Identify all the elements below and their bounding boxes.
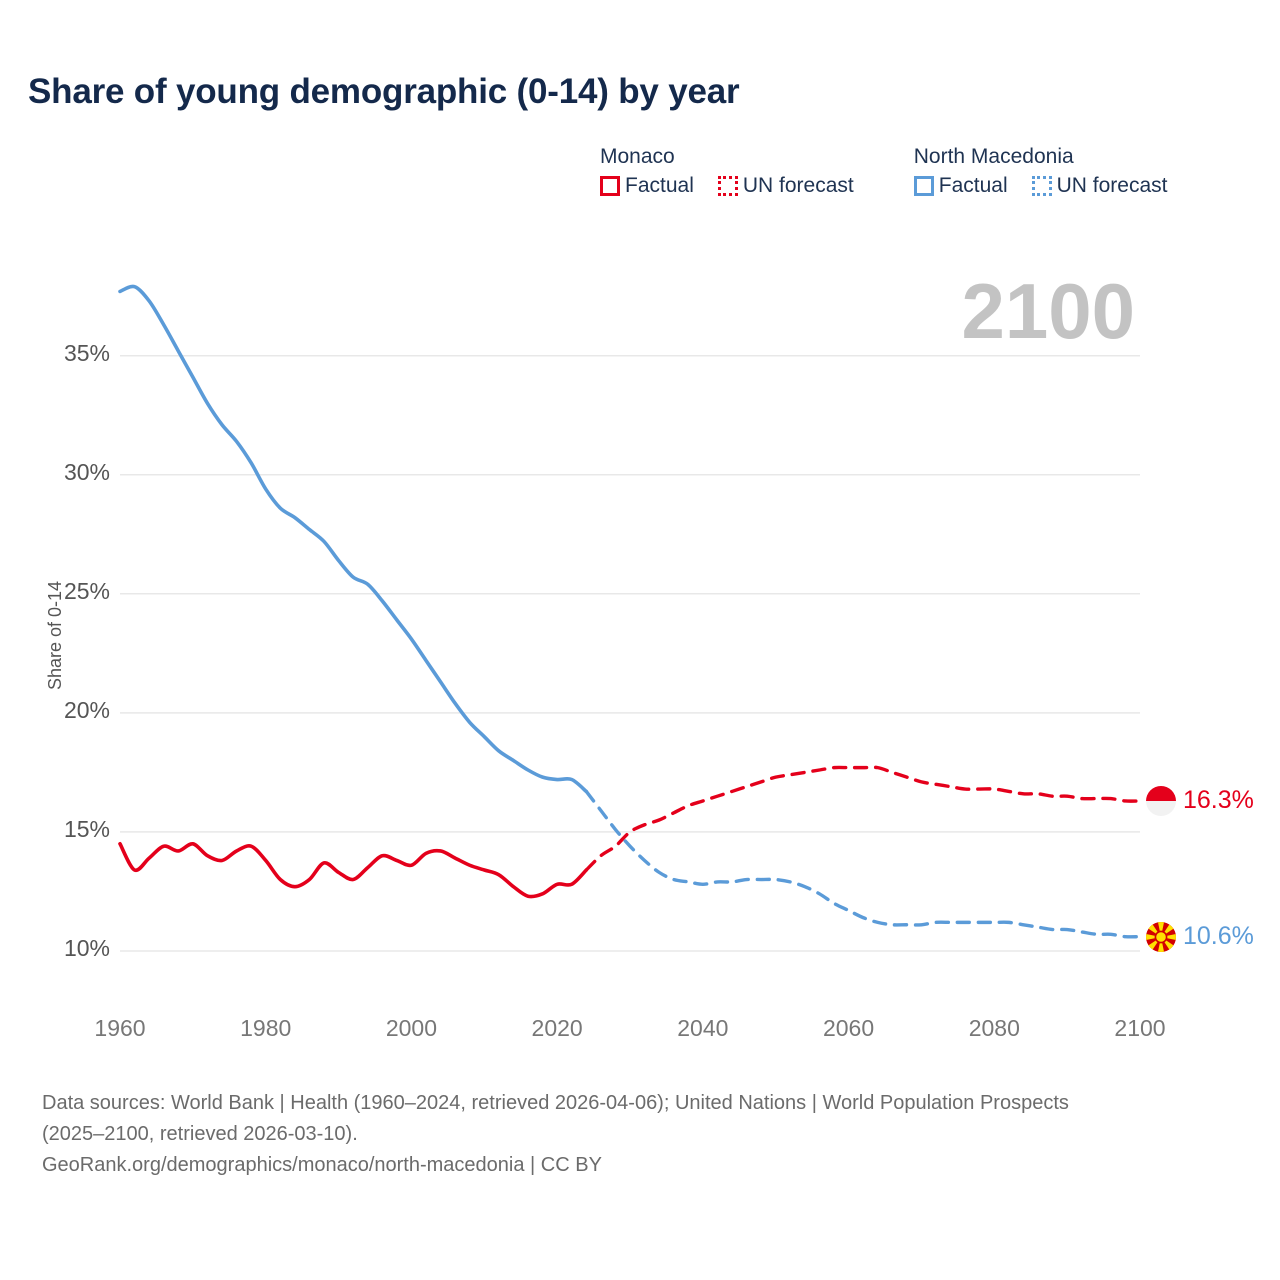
page-title: Share of young demographic (0-14) by yea… xyxy=(28,72,740,111)
endpoint-monaco: 16.3% xyxy=(1146,785,1254,816)
legend-item-north-macedonia-factual[interactable]: Factual xyxy=(913,174,1008,198)
series-lines xyxy=(118,284,1142,939)
legend-item-monaco-forecast[interactable]: UN forecast xyxy=(717,174,854,198)
y-axis-tick-label: 25% xyxy=(63,577,110,604)
x-axis-tick-label: 2100 xyxy=(1114,1015,1166,1041)
x-axis-tick-label: 2040 xyxy=(677,1015,729,1041)
flag-sun-rays xyxy=(1146,921,1176,952)
legend-item-monaco-factual[interactable]: Factual xyxy=(600,174,694,198)
flag-stripe-red xyxy=(1146,785,1176,801)
x-axis-tick-label: 1980 xyxy=(240,1015,292,1041)
legend-label-monaco-forecast: UN forecast xyxy=(742,174,854,197)
y-axis-tick-label: 30% xyxy=(63,458,110,485)
gridlines xyxy=(120,354,1140,952)
legend-group-title-north-macedonia: North Macedonia xyxy=(913,145,1074,168)
x-axis-tick-label: 1960 xyxy=(94,1015,146,1041)
y-axis-tick-label: 35% xyxy=(63,339,110,366)
y-axis-tick-label: 10% xyxy=(63,934,110,961)
legend-group-monaco: Monaco Factual UN forecast xyxy=(600,144,854,198)
legend-label-north-macedonia-factual: Factual xyxy=(938,174,1008,197)
flag-ray xyxy=(1161,933,1176,940)
endpoint-value-label: 16.3% xyxy=(1183,786,1254,815)
endpoint-value-label: 10.6% xyxy=(1183,922,1254,951)
x-axis-tick-label: 2080 xyxy=(968,1015,1020,1041)
plot-area: Share of 0-14 35% 30% 25% 20% 15% 10% 1960 198… xyxy=(45,270,1254,1041)
watermark-year: 2100 xyxy=(961,267,1135,355)
legend-item-north-macedonia-forecast[interactable]: UN forecast xyxy=(1031,174,1168,198)
legend-swatch-solid-blue-icon xyxy=(913,176,934,196)
legend-label-monaco-factual: Factual xyxy=(625,174,694,197)
endpoint-north-macedonia: 10.6% xyxy=(1146,921,1254,952)
series-line-monaco-forecast xyxy=(584,765,1142,872)
footer: Data sources: World Bank | Health (1960–… xyxy=(42,1088,1182,1181)
y-axis-tick-label: 20% xyxy=(63,696,110,723)
y-axis-tick-label: 15% xyxy=(63,815,110,842)
legend: Monaco Factual UN forecast North Macedon… xyxy=(600,144,1250,198)
legend-group-title-monaco: Monaco xyxy=(600,145,675,168)
series-line-monaco-factual xyxy=(118,842,589,899)
x-axis-tick-label: 2020 xyxy=(531,1015,583,1041)
legend-group-north-macedonia: North Macedonia Factual UN forecast xyxy=(913,144,1168,198)
series-line-north-macedonia-factual xyxy=(118,284,589,794)
legend-swatch-solid-red-icon xyxy=(600,176,620,196)
x-axis-tick-label: 2060 xyxy=(822,1015,875,1041)
footer-attribution: GeoRank.org/demographics/monaco/north-ma… xyxy=(42,1154,602,1176)
flag-ray xyxy=(1157,936,1165,952)
x-axis-tick-label: 2000 xyxy=(385,1015,438,1041)
flag-ray xyxy=(1157,921,1165,937)
legend-swatch-dotted-blue-icon xyxy=(1031,176,1052,196)
flag-sun-disc xyxy=(1154,930,1168,944)
flag-ray xyxy=(1146,933,1161,940)
plot-svg xyxy=(118,284,1142,952)
legend-label-north-macedonia-forecast: UN forecast xyxy=(1056,174,1168,197)
series-line-north-macedonia-forecast xyxy=(584,789,1142,939)
footer-data-sources: Data sources: World Bank | Health (1960–… xyxy=(42,1092,1069,1145)
north-macedonia-flag-icon xyxy=(1146,921,1176,952)
legend-swatch-dotted-red-icon xyxy=(717,176,738,196)
flag-stripe-white xyxy=(1146,800,1176,816)
monaco-flag-icon xyxy=(1146,785,1176,816)
